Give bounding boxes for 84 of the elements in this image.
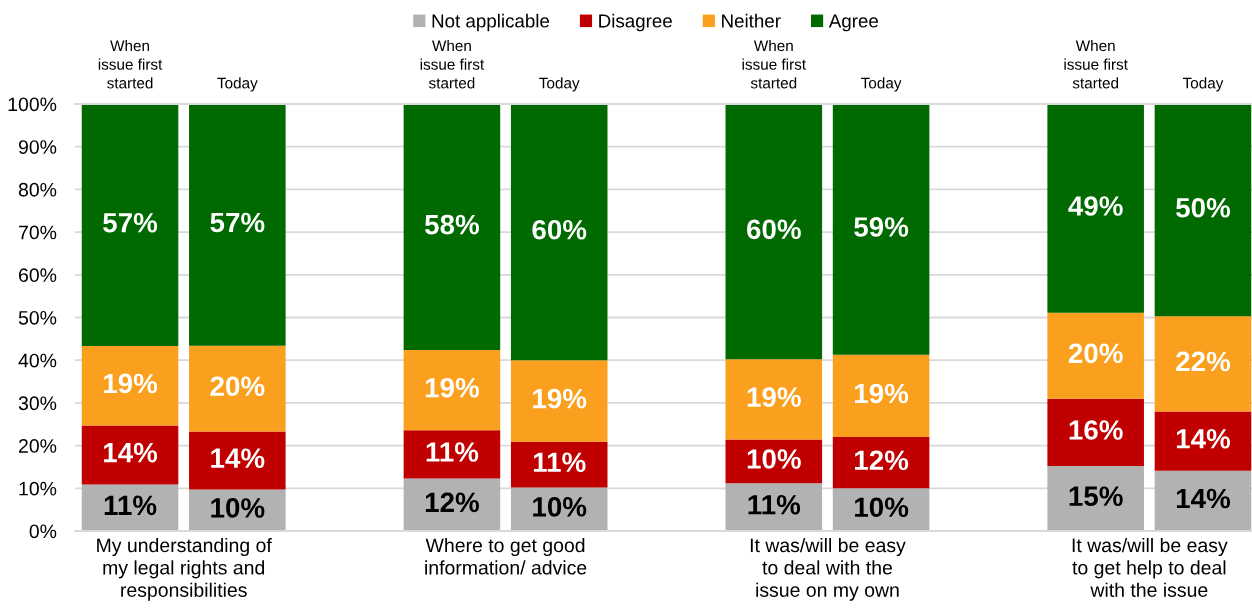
y-tick-label: 0%: [29, 524, 57, 539]
text: It was/will be easy to deal with the issue on my own: [750, 537, 906, 601]
legend-label: Disagree: [599, 13, 672, 32]
data-label: 20%: [210, 376, 265, 397]
data-label: 14%: [103, 442, 158, 463]
y-tick-label: 20%: [19, 439, 57, 453]
bar: [832, 437, 930, 489]
bar: [832, 104, 930, 355]
bar: [832, 354, 930, 438]
bar: [81, 346, 179, 426]
y-tick-label: 90%: [18, 140, 57, 154]
bar: [1047, 466, 1144, 531]
data-label: 57%: [210, 212, 265, 233]
bar: [189, 345, 286, 432]
x-tick-label: When issue first started: [742, 39, 806, 89]
y-tick-label: 80%: [18, 182, 57, 197]
data-label: 12%: [425, 492, 479, 513]
x-tick-label: When issue first started: [1064, 39, 1128, 89]
data-label: 15%: [1069, 486, 1123, 506]
legend-label: Not applicable: [432, 13, 550, 32]
x-tick-label: When issue first started: [98, 39, 163, 89]
data-label: 50%: [1176, 197, 1231, 218]
bar: [403, 104, 501, 350]
bar: [510, 360, 608, 442]
data-label: 60%: [747, 219, 801, 240]
y-tick-label: 40%: [18, 353, 57, 368]
data-label: 19%: [425, 377, 479, 398]
bar: [403, 430, 501, 479]
data-label: 11%: [104, 495, 157, 516]
bar: [725, 359, 823, 440]
legend-label: Neither: [722, 13, 781, 28]
data-label: 11%: [426, 442, 479, 462]
bar: [81, 425, 179, 485]
data-label: 11%: [533, 452, 586, 472]
data-label: 10%: [533, 497, 587, 517]
data-label: 14%: [1176, 428, 1231, 449]
data-label: 19%: [533, 388, 587, 409]
bar: [1154, 316, 1252, 412]
bar: [81, 104, 179, 347]
bar: [510, 104, 608, 361]
data-label: 19%: [103, 373, 158, 394]
data-label: 57%: [103, 212, 158, 233]
legend-label: Agree: [828, 14, 878, 32]
bar: [403, 478, 501, 531]
bar: [1047, 398, 1144, 467]
y-tick-label: 60%: [19, 268, 57, 283]
x-tick-label: Today: [539, 77, 580, 92]
bar: [189, 104, 286, 346]
data-label: 49%: [1068, 196, 1123, 216]
data-label: 19%: [747, 387, 801, 407]
data-label: 60%: [532, 219, 587, 240]
data-label: 20%: [1068, 343, 1123, 364]
data-label: 10%: [747, 449, 801, 469]
data-label: 22%: [1176, 351, 1231, 372]
data-label: 59%: [854, 217, 909, 237]
bar: [403, 349, 501, 431]
bar: [1047, 312, 1144, 399]
data-label: 10%: [855, 497, 909, 518]
data-label: 10%: [211, 498, 265, 518]
bar: [1154, 104, 1252, 317]
y-tick-label: 50%: [18, 310, 57, 325]
x-tick-label: Today: [861, 77, 902, 92]
data-label: 11%: [748, 494, 801, 515]
bar: [1047, 104, 1144, 313]
text: It was/will be easy to get help to deal with the issue: [1072, 537, 1228, 597]
x-tick-label: Today: [1182, 77, 1224, 92]
bar: [725, 104, 823, 360]
data-label: 12%: [855, 450, 909, 471]
data-label: 14%: [211, 448, 265, 468]
y-tick-label: 100%: [8, 97, 57, 112]
data-label: 16%: [1069, 420, 1123, 440]
y-tick-label: 10%: [19, 481, 57, 496]
data-label: 58%: [424, 214, 479, 235]
text: Where to get good information/ advice: [425, 537, 587, 575]
y-tick-label: 30%: [18, 396, 57, 411]
bar: [1154, 411, 1252, 471]
x-tick-label: Today: [217, 77, 258, 92]
data-label: 19%: [855, 383, 909, 404]
text: My understanding of my legal rights and responsibilities: [97, 537, 272, 601]
data-label: 14%: [1176, 488, 1231, 509]
bar: [189, 431, 286, 490]
x-tick-label: When issue first started: [420, 39, 485, 89]
y-tick-label: 70%: [19, 225, 57, 240]
bar: [1154, 470, 1252, 531]
